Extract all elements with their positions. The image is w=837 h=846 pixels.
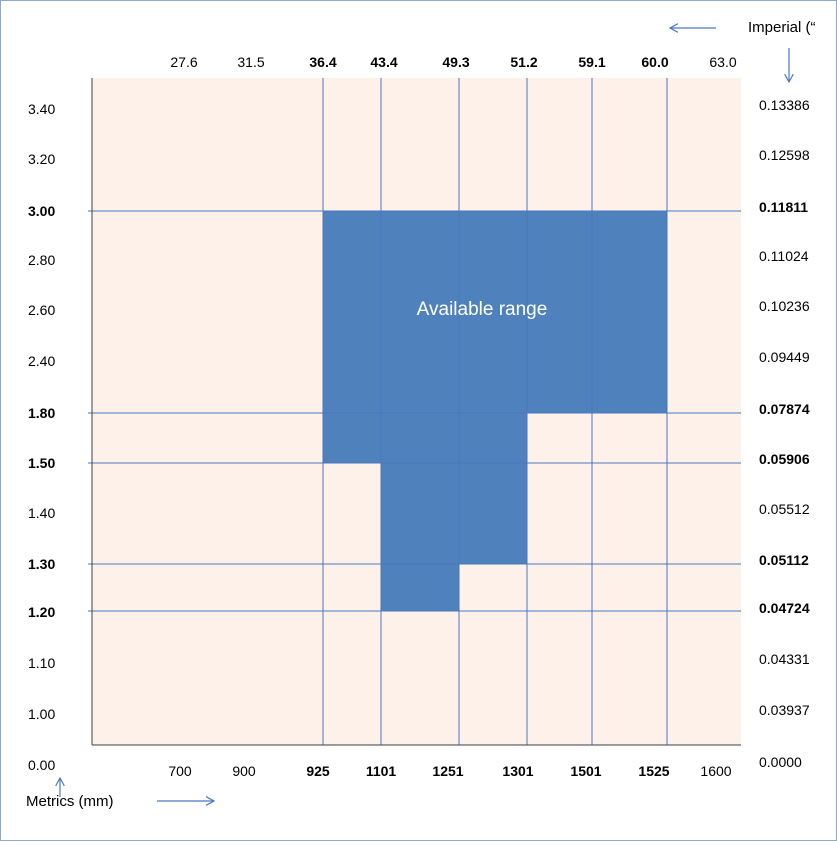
y-imperial-tick-label: 0.04331 [759,651,810,667]
x-imperial-tick-label: 59.1 [578,54,605,70]
y-metric-tick-label: 3.40 [28,101,55,117]
y-imperial-tick-label: 0.11811 [759,199,808,215]
y-imperial-tick-label: 0.10236 [759,298,810,314]
y-metric-tick-label: 2.60 [28,302,55,318]
x-imperial-tick-label: 51.2 [510,54,537,70]
x-metric-tick-label: 1525 [638,763,669,779]
x-imperial-tick-label: 49.3 [442,54,469,70]
y-metric-tick-label: 2.40 [28,353,55,369]
imperial-axis-label: Imperial (“ [748,19,816,36]
y-imperial-tick-label: 0.12598 [759,147,810,163]
x-imperial-tick-label: 43.4 [370,54,397,70]
x-imperial-tick-label: 27.6 [170,54,197,70]
x-imperial-tick-label: 36.4 [309,54,336,70]
x-metric-tick-label: 1101 [366,763,397,779]
x-imperial-tick-label: 31.5 [237,54,264,70]
arrow-up-icon-head [55,776,65,787]
y-metric-tick-label: 1.20 [28,604,55,620]
origin-metric-label: 0.00 [28,757,55,773]
y-metric-tick-label: 2.80 [28,252,55,268]
available-range-region-1 [323,211,667,413]
y-metric-tick-label: 3.20 [28,151,55,167]
y-imperial-tick-label: 0.11024 [759,248,809,264]
y-imperial-tick-label: 0.13386 [759,97,810,113]
y-imperial-tick-label: 0.03937 [759,702,810,718]
available-range-region-2 [323,413,527,463]
x-metric-tick-label: 700 [168,763,192,779]
arrow-down-icon-head [784,73,794,84]
y-metric-tick-label: 1.30 [28,556,55,572]
arrow-left-icon-head [668,23,679,33]
x-imperial-tick-label: 63.0 [709,54,736,70]
y-metric-tick-label: 1.80 [28,405,55,421]
x-metric-tick-label: 900 [232,763,256,779]
y-imperial-tick-label: 0.04724 [759,600,810,616]
x-metric-tick-label: 925 [306,763,330,779]
y-imperial-tick-label: 0.05112 [759,552,809,568]
available-range-region-4 [381,564,459,611]
x-metric-tick-label: 1251 [432,763,463,779]
y-metric-tick-label: 1.50 [28,455,55,471]
y-imperial-tick-label: 0.05512 [759,501,810,517]
y-metric-tick-label: 3.00 [28,203,55,219]
y-metric-tick-label: 1.00 [28,706,55,722]
origin-imperial-label: 0.0000 [759,754,802,770]
available-range-region-3 [381,463,527,564]
x-metric-tick-label: 1301 [502,763,533,779]
y-imperial-tick-label: 0.09449 [759,349,810,365]
y-metric-tick-label: 1.10 [28,655,55,671]
y-metric-tick-label: 1.40 [28,505,55,521]
arrow-right-icon-head [205,796,216,806]
x-metric-tick-label: 1600 [700,763,731,779]
x-metric-tick-label: 1501 [570,763,601,779]
y-imperial-tick-label: 0.05906 [759,451,810,467]
metrics-axis-label: Metrics (mm) [26,793,113,810]
y-imperial-tick-label: 0.07874 [759,401,810,417]
available-range-label: Available range [417,299,548,320]
x-imperial-tick-label: 60.0 [641,54,668,70]
